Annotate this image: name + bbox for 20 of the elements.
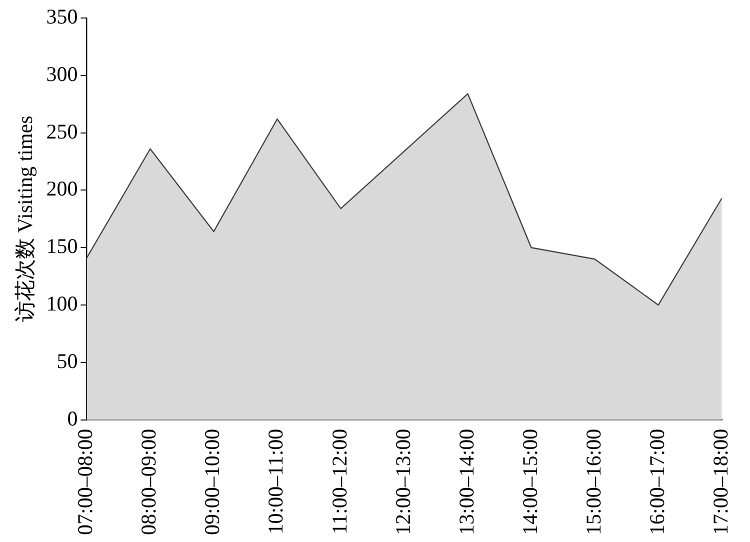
x-tick-label: 14:00–15:00 [518, 428, 542, 536]
y-tick-label: 100 [46, 292, 78, 316]
y-axis-title: 访花次数 Visiting times [13, 116, 38, 322]
x-tick-label: 12:00–13:00 [390, 428, 415, 536]
y-tick-label: 0 [67, 406, 78, 430]
x-tick-label: 08:00–09:00 [136, 428, 161, 536]
x-tick-label: 17:00–18:00 [708, 428, 732, 536]
x-tick-label: 11:00–12:00 [327, 428, 352, 534]
x-tick-label: 07:00–08:00 [73, 428, 98, 536]
x-tick-label: 09:00–10:00 [200, 428, 224, 536]
y-tick-label: 150 [46, 234, 78, 258]
y-tick-label: 200 [46, 176, 78, 201]
y-tick-label: 250 [46, 119, 78, 144]
y-tick-label: 300 [46, 62, 78, 86]
y-tick-label: 350 [46, 4, 78, 29]
y-tick-label: 50 [56, 348, 78, 373]
x-tick-label: 15:00–16:00 [581, 428, 606, 536]
x-tick-label: 10:00–11:00 [264, 428, 288, 534]
x-tick-label: 13:00–14:00 [454, 428, 478, 536]
x-tick-label: 16:00–17:00 [644, 428, 669, 536]
